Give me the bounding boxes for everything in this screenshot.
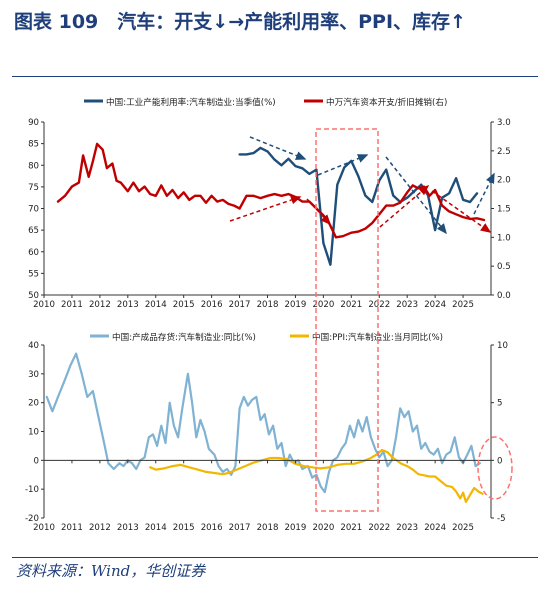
y-left-tick-label-top: 65	[28, 226, 39, 236]
y-left-tick-label-top: 80	[28, 161, 39, 171]
figure-title: 图表 109 汽车：开支↓→产能利用率、PPI、库存↑	[14, 11, 466, 33]
y-right-tick-label-bottom: 0	[497, 456, 502, 466]
y-left-tick-label-bottom: 40	[28, 341, 39, 351]
trend-arrow-red-4	[431, 190, 492, 233]
y-left-tick-label-bottom: -10	[25, 485, 39, 495]
x-tick-label-top: 2011	[61, 300, 83, 310]
trend-arrow-navy-1	[249, 136, 307, 160]
highlight-box-2019-2021	[315, 128, 379, 512]
x-tick-label-top: 2018	[257, 300, 279, 310]
x-tick-label-top: 2025	[452, 300, 474, 310]
legend-label-inventory: 中国:产成品存货:汽车制造业:同比(%)	[112, 331, 256, 343]
x-tick-label-bottom: 2011	[61, 523, 83, 533]
y-left-tick-label-bottom: 10	[28, 428, 39, 438]
x-tick-label-top: 2013	[117, 300, 139, 310]
x-tick-label-top: 2023	[396, 300, 418, 310]
x-tick-label-bottom: 2014	[145, 523, 167, 533]
y-right-tick-label-bottom: 5	[497, 399, 502, 409]
y-left-tick-label-top: 75	[28, 183, 39, 193]
y-left-tick-label-bottom: -20	[25, 514, 39, 524]
x-tick-label-bottom: 2016	[201, 523, 223, 533]
y-left-tick-label-top: 50	[28, 291, 39, 301]
legend-bottom: 中国:产成品存货:汽车制造业:同比(%) 中国:PPI:汽车制造业:当月同比(%…	[90, 331, 443, 343]
x-tick-label-top: 2021	[340, 300, 362, 310]
y-left-tick-label-top: 60	[28, 248, 39, 258]
y-right-tick-label-top: 1.0	[497, 233, 511, 243]
x-tick-label-top: 2014	[145, 300, 167, 310]
y-left-tick-label-top: 55	[28, 269, 39, 279]
y-left-tick-label-top: 85	[28, 140, 39, 150]
x-tick-label-top: 2017	[229, 300, 251, 310]
x-tick-label-bottom: 2015	[173, 523, 195, 533]
y-right-tick-label-top: 3.0	[497, 118, 511, 128]
x-tick-label-bottom: 2023	[396, 523, 418, 533]
trend-arrow-red-3	[379, 185, 430, 228]
trend-arrow-red-2	[306, 198, 332, 226]
y-right-tick-label-top: 1.5	[497, 205, 511, 215]
legend-label-ppi: 中国:PPI:汽车制造业:当月同比(%)	[312, 331, 443, 343]
y-right-tick-label-top: 0.5	[497, 262, 511, 272]
x-tick-label-bottom: 2018	[257, 523, 279, 533]
x-tick-label-top: 2015	[173, 300, 195, 310]
series-line-bottom-0	[45, 352, 481, 494]
y-left-tick-label-top: 90	[28, 118, 39, 128]
trend-arrow-red-1	[229, 195, 302, 222]
trend-arrow-navy-4	[473, 172, 495, 215]
series-line-bottom-1	[149, 448, 484, 503]
x-tick-label-top: 2019	[285, 300, 307, 310]
source-note: 资料来源：Wind，华创证券	[16, 562, 206, 580]
y-right-tick-label-top: 2.5	[497, 147, 511, 157]
series-layer	[45, 142, 486, 503]
x-tick-label-bottom: 2022	[368, 523, 390, 533]
y-left-tick-label-bottom: 20	[28, 399, 39, 409]
trend-arrow-navy-2	[317, 154, 369, 176]
legend-label-capacity: 中国:工业产能利用率:汽车制造业:当季值(%)	[106, 96, 276, 108]
x-tick-label-bottom: 2010	[33, 523, 55, 533]
series-line-top-1	[56, 142, 486, 239]
legend-label-capex: 中万汽车资本开支/折旧摊销(右)	[326, 96, 447, 108]
x-tick-label-bottom: 2021	[340, 523, 362, 533]
x-tick-label-bottom: 2013	[117, 523, 139, 533]
x-tick-label-bottom: 2025	[452, 523, 474, 533]
legend-top: 中国:工业产能利用率:汽车制造业:当季值(%) 中万汽车资本开支/折旧摊销(右)	[84, 96, 447, 108]
x-tick-label-bottom: 2017	[229, 523, 251, 533]
x-tick-label-top: 2016	[201, 300, 223, 310]
x-tick-label-top: 2022	[368, 300, 390, 310]
x-tick-label-top: 2010	[33, 300, 55, 310]
x-tick-label-bottom: 2019	[285, 523, 307, 533]
x-tick-label-bottom: 2024	[424, 523, 446, 533]
y-left-tick-label-top: 70	[28, 205, 39, 215]
x-tick-label-bottom: 2012	[89, 523, 111, 533]
x-tick-label-top: 2024	[424, 300, 446, 310]
x-tick-label-top: 2012	[89, 300, 111, 310]
source-rule	[12, 557, 538, 558]
y-right-tick-label-top: 0.0	[497, 291, 511, 301]
trend-arrow-navy-3	[385, 156, 447, 235]
axes-layer: 2010 2011 2012 2013 2014 2015 2016 2017 2018 2019…	[25, 118, 511, 533]
highlight-ellipse-2025	[477, 436, 513, 500]
y-right-tick-label-bottom: -5	[497, 514, 506, 524]
title-rule	[12, 76, 538, 77]
y-left-tick-label-bottom: 30	[28, 370, 39, 380]
y-right-tick-label-bottom: 10	[497, 341, 508, 351]
x-tick-label-top: 2020	[312, 300, 334, 310]
y-left-tick-label-bottom: 0	[34, 456, 39, 466]
y-right-tick-label-top: 2.0	[497, 176, 511, 186]
x-tick-label-bottom: 2020	[312, 523, 334, 533]
series-line-top-0	[238, 146, 479, 266]
